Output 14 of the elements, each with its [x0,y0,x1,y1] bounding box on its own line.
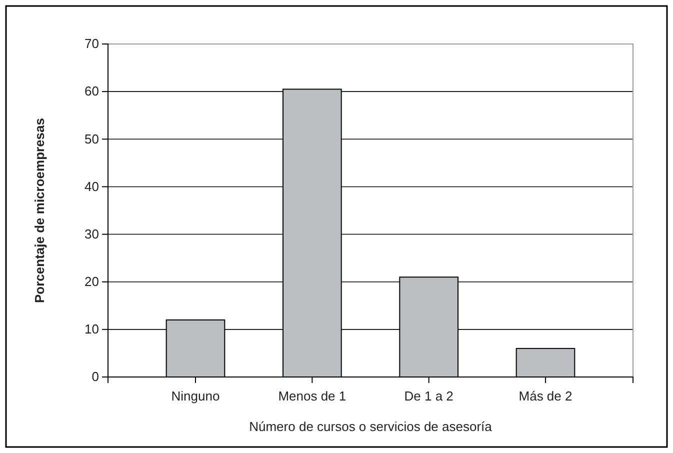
y-tick-label: 10 [84,322,99,337]
y-axis-title: Porcentaje de microempresas [32,118,47,303]
y-tick-label: 50 [84,131,99,146]
x-tick-label: Menos de 1 [278,388,346,404]
x-axis-title: Número de cursos o servicios de asesoría [249,419,493,434]
y-tick-label: 0 [92,369,99,384]
x-tick-label: Ninguno [171,388,220,404]
y-tick-label: 20 [84,274,99,290]
y-tick-label: 30 [84,226,99,242]
y-tick-label: 40 [84,178,99,194]
y-tick-label: 60 [84,84,99,99]
y-tick-label: 70 [84,36,99,52]
x-tick-label: De 1 a 2 [404,388,454,404]
x-tick-label: Más de 2 [518,388,572,404]
